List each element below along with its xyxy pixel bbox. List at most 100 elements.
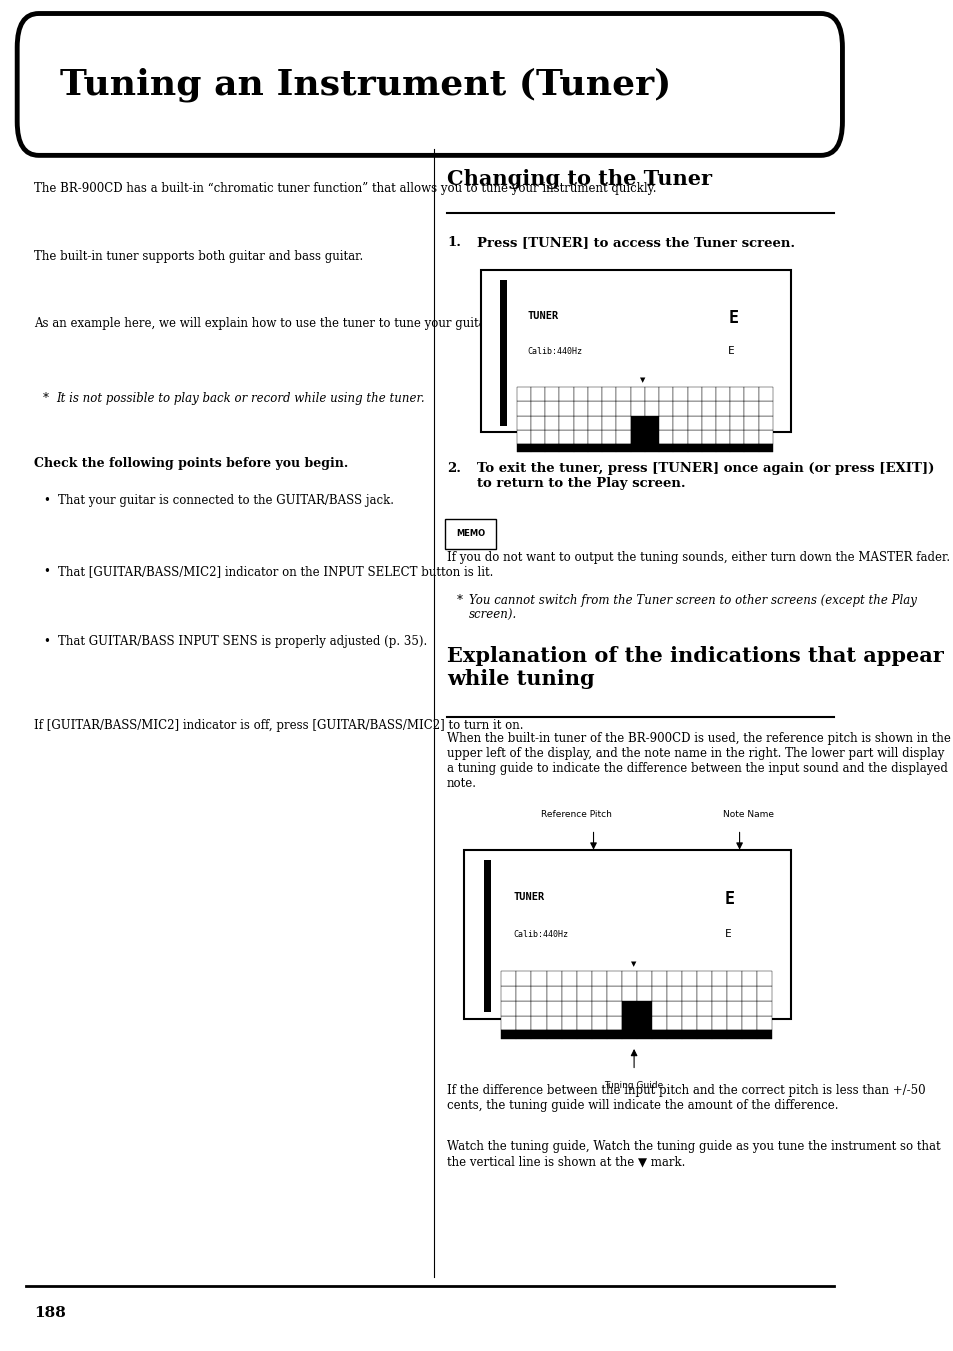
- Text: •: •: [43, 635, 50, 648]
- Bar: [659, 388, 673, 401]
- Bar: [576, 986, 591, 1001]
- Bar: [696, 1001, 711, 1016]
- Bar: [636, 1031, 651, 1039]
- Bar: [591, 1016, 606, 1031]
- Bar: [741, 986, 756, 1001]
- Bar: [636, 1001, 651, 1016]
- Text: *: *: [456, 594, 471, 608]
- Bar: [681, 1016, 696, 1031]
- Bar: [644, 401, 659, 416]
- Bar: [651, 971, 666, 986]
- Bar: [531, 1031, 546, 1039]
- Bar: [673, 444, 687, 453]
- Bar: [516, 1016, 531, 1031]
- Bar: [756, 1016, 771, 1031]
- Text: E: E: [727, 308, 738, 327]
- Bar: [741, 1001, 756, 1016]
- Bar: [758, 430, 772, 444]
- Bar: [616, 401, 630, 416]
- Text: ▼: ▼: [631, 962, 636, 967]
- Bar: [591, 1031, 606, 1039]
- Bar: [606, 986, 621, 1001]
- Bar: [616, 388, 630, 401]
- Bar: [715, 401, 729, 416]
- Bar: [621, 1001, 636, 1016]
- Bar: [561, 1016, 576, 1031]
- Bar: [546, 986, 561, 1001]
- Bar: [546, 1031, 561, 1039]
- Bar: [711, 971, 726, 986]
- Bar: [644, 430, 659, 444]
- Text: If [GUITAR/BASS/MIC2] indicator is off, press [GUITAR/BASS/MIC2] to turn it on.: If [GUITAR/BASS/MIC2] indicator is off, …: [34, 719, 523, 732]
- Bar: [621, 986, 636, 1001]
- Bar: [531, 430, 544, 444]
- Bar: [546, 1016, 561, 1031]
- Bar: [636, 1016, 651, 1031]
- Bar: [517, 430, 531, 444]
- Bar: [659, 430, 673, 444]
- Bar: [701, 401, 715, 416]
- Text: Reference Pitch: Reference Pitch: [540, 809, 611, 819]
- Text: Tuning Guide: Tuning Guide: [604, 1081, 663, 1090]
- Bar: [558, 444, 573, 453]
- Bar: [606, 1031, 621, 1039]
- Bar: [558, 401, 573, 416]
- Bar: [558, 430, 573, 444]
- Bar: [561, 1031, 576, 1039]
- Text: Calib:440Hz: Calib:440Hz: [513, 929, 568, 939]
- Bar: [501, 1016, 516, 1031]
- Bar: [715, 388, 729, 401]
- Bar: [501, 1001, 516, 1016]
- Text: Tuning an Instrument (Tuner): Tuning an Instrument (Tuner): [60, 68, 671, 103]
- Bar: [558, 388, 573, 401]
- Bar: [687, 416, 701, 430]
- Bar: [630, 430, 644, 444]
- Bar: [701, 416, 715, 430]
- Bar: [517, 401, 531, 416]
- Bar: [630, 416, 644, 430]
- Text: The built-in tuner supports both guitar and bass guitar.: The built-in tuner supports both guitar …: [34, 250, 363, 263]
- Bar: [601, 388, 616, 401]
- Bar: [696, 986, 711, 1001]
- Bar: [499, 280, 506, 426]
- Bar: [636, 986, 651, 1001]
- Text: •: •: [43, 494, 50, 508]
- Bar: [696, 971, 711, 986]
- Text: E: E: [724, 929, 731, 939]
- Bar: [756, 971, 771, 986]
- Bar: [715, 444, 729, 453]
- Text: 2.: 2.: [447, 462, 460, 476]
- Bar: [701, 444, 715, 453]
- Bar: [616, 430, 630, 444]
- Bar: [659, 416, 673, 430]
- FancyBboxPatch shape: [481, 270, 790, 432]
- Bar: [606, 1016, 621, 1031]
- Bar: [726, 971, 741, 986]
- Bar: [517, 388, 531, 401]
- Bar: [701, 430, 715, 444]
- Bar: [673, 388, 687, 401]
- Bar: [758, 444, 772, 453]
- Text: It is not possible to play back or record while using the tuner.: It is not possible to play back or recor…: [56, 392, 424, 405]
- Bar: [531, 401, 544, 416]
- Text: E: E: [724, 890, 734, 908]
- Bar: [696, 1031, 711, 1039]
- Bar: [741, 1031, 756, 1039]
- Bar: [711, 986, 726, 1001]
- Bar: [681, 1031, 696, 1039]
- Bar: [756, 986, 771, 1001]
- Text: That [GUITAR/BASS/MIC2] indicator on the INPUT SELECT button is lit.: That [GUITAR/BASS/MIC2] indicator on the…: [58, 565, 494, 578]
- Bar: [587, 388, 601, 401]
- Bar: [546, 1001, 561, 1016]
- Bar: [729, 416, 743, 430]
- Bar: [681, 986, 696, 1001]
- Text: Calib:440Hz: Calib:440Hz: [527, 347, 582, 355]
- Bar: [591, 1001, 606, 1016]
- Text: If the difference between the input pitch and the correct pitch is less than +/-: If the difference between the input pitc…: [447, 1084, 924, 1112]
- Bar: [726, 1031, 741, 1039]
- Bar: [601, 416, 616, 430]
- Text: As an example here, we will explain how to use the tuner to tune your guitar.: As an example here, we will explain how …: [34, 317, 494, 331]
- Bar: [587, 416, 601, 430]
- Bar: [591, 971, 606, 986]
- Bar: [651, 1001, 666, 1016]
